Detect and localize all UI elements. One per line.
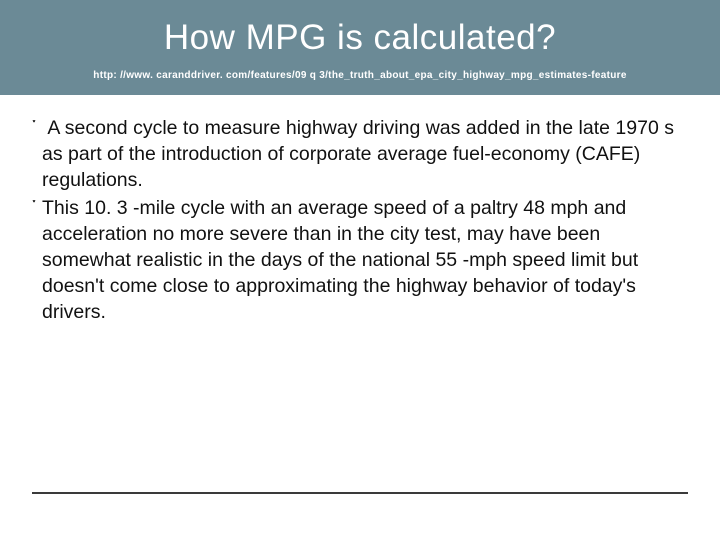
bullet-text: This 10. 3 -mile cycle with an average s… — [42, 195, 688, 325]
bullet-icon: ་ — [32, 195, 36, 221]
slide: How MPG is calculated? http: //www. cara… — [0, 0, 720, 540]
bullet-text: A second cycle to measure highway drivin… — [42, 115, 688, 193]
bullet-item: ་ This 10. 3 -mile cycle with an average… — [32, 195, 688, 325]
bullet-item: ་ A second cycle to measure highway driv… — [32, 115, 688, 193]
footer-divider — [32, 492, 688, 494]
subtitle-band: http: //www. caranddriver. com/features/… — [0, 70, 720, 95]
body-content: ་ A second cycle to measure highway driv… — [0, 95, 720, 325]
source-url-text: http: //www. caranddriver. com/features/… — [40, 70, 680, 81]
bullet-icon: ་ — [32, 115, 36, 141]
slide-title: How MPG is calculated? — [40, 18, 680, 58]
header-band: How MPG is calculated? — [0, 0, 720, 70]
bullet-text-inner: A second cycle to measure highway drivin… — [42, 117, 674, 191]
